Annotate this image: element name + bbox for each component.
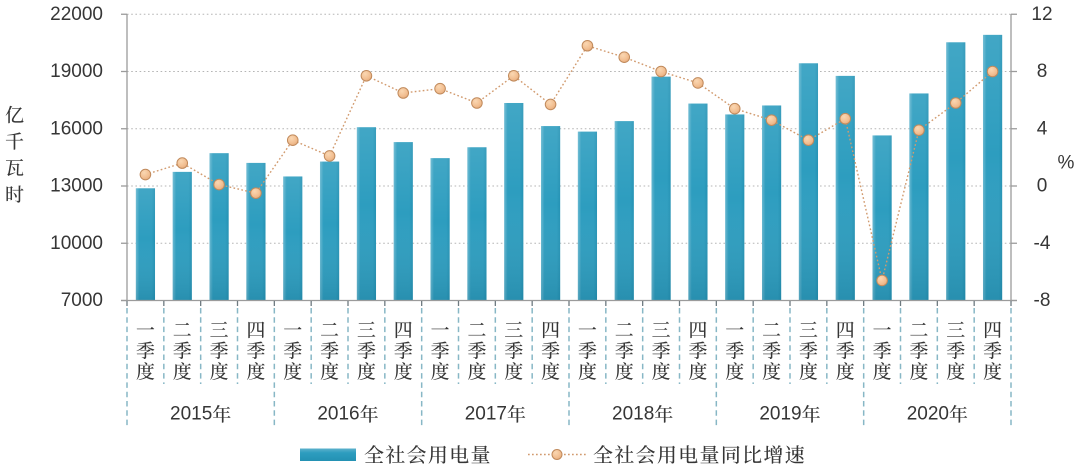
svg-text:2020: 2020 [907, 404, 949, 425]
svg-text:22000: 22000 [50, 4, 103, 25]
svg-text:2016: 2016 [317, 404, 359, 425]
svg-text:2018: 2018 [612, 404, 654, 425]
svg-text:16000: 16000 [50, 118, 103, 139]
svg-text:8: 8 [1037, 61, 1048, 82]
svg-text:-8: -8 [1034, 290, 1051, 311]
svg-text:2017: 2017 [465, 404, 507, 425]
svg-text:%: % [1058, 153, 1075, 174]
svg-text:4: 4 [1037, 118, 1048, 139]
svg-text:13000: 13000 [50, 176, 103, 197]
svg-text:12: 12 [1031, 4, 1052, 25]
svg-text:19000: 19000 [50, 61, 103, 82]
svg-text:2019: 2019 [759, 404, 801, 425]
svg-text:0: 0 [1037, 176, 1048, 197]
svg-text:-4: -4 [1034, 233, 1051, 254]
svg-text:2015: 2015 [170, 404, 212, 425]
svg-text:7000: 7000 [61, 290, 103, 311]
svg-text:10000: 10000 [50, 233, 103, 254]
